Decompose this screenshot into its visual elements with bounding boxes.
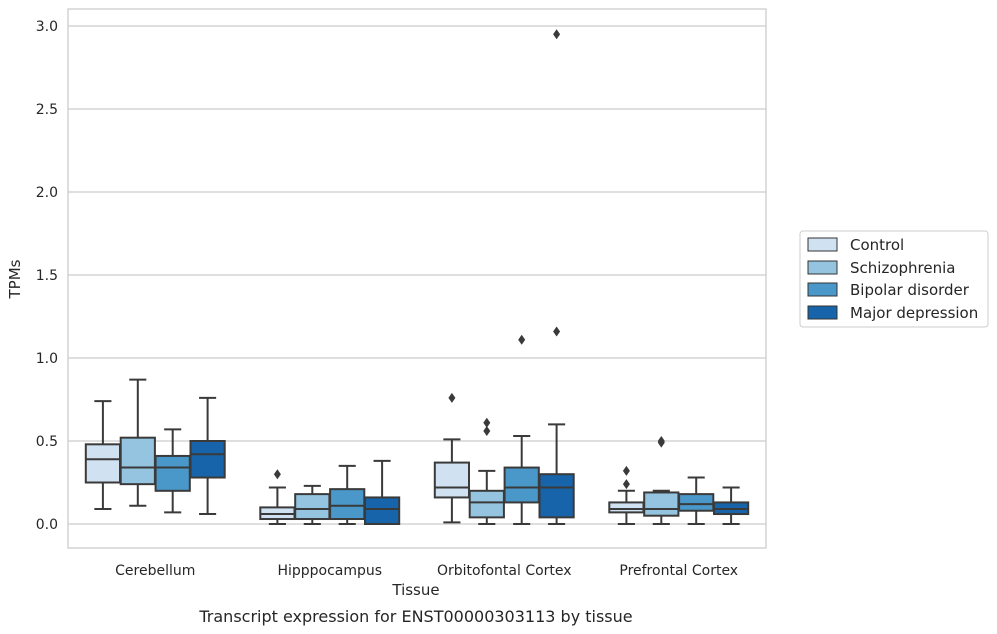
box-body xyxy=(363,496,401,526)
outlier-point xyxy=(518,334,526,345)
box-3-2 xyxy=(538,29,575,525)
outlier-point xyxy=(483,426,491,437)
x-tick-label: Orbitofontal Cortex xyxy=(437,563,572,579)
box-body xyxy=(678,493,715,512)
legend-frame xyxy=(799,230,989,328)
box-body xyxy=(294,493,331,521)
x-tick-label: Hipppocampus xyxy=(277,563,382,579)
legend-label-control: Control xyxy=(850,236,904,254)
grid-lines xyxy=(68,25,766,525)
box-body xyxy=(84,443,122,484)
box-body xyxy=(643,491,680,517)
y-tick-label: 1.0 xyxy=(36,351,58,367)
box-body xyxy=(538,473,575,519)
box-1-1 xyxy=(294,484,331,525)
outlier-point xyxy=(483,417,491,428)
x-tick-label: Prefrontal Cortex xyxy=(619,563,738,579)
outlier-point xyxy=(622,479,630,490)
y-tick-label: 2.5 xyxy=(36,102,58,118)
box-body xyxy=(329,488,366,521)
box-1-3 xyxy=(643,436,680,525)
x-tick-labels: Cerebellum Hipppocampus Orbitofontal Corte… xyxy=(115,563,738,579)
y-tick-labels: 0.0 0.5 1.0 1.5 2.0 2.5 3.0 xyxy=(36,19,58,533)
outlier-point xyxy=(273,469,281,480)
box-1-2 xyxy=(468,417,505,525)
legend-swatch-schizophrenia xyxy=(807,260,838,275)
y-tick-label: 3.0 xyxy=(36,19,58,35)
box-body xyxy=(433,461,471,499)
box-3-0 xyxy=(189,396,226,516)
box-2-2 xyxy=(503,334,540,525)
y-tick-label: 1.5 xyxy=(36,268,58,284)
y-tick-label: 0.0 xyxy=(36,517,58,533)
outlier-point xyxy=(622,465,630,476)
box-3-3 xyxy=(712,486,750,525)
y-tick-label: 2.0 xyxy=(36,185,58,201)
box-0-2 xyxy=(433,392,471,524)
box-body xyxy=(608,501,645,514)
box-body xyxy=(503,466,540,504)
y-axis-label: TPMs xyxy=(6,259,24,299)
outlier-point xyxy=(448,392,456,403)
box-3-1 xyxy=(363,459,401,526)
box-body xyxy=(119,436,156,486)
outlier-point xyxy=(657,436,665,446)
legend-label-major-depression: Major depression xyxy=(850,304,978,322)
legend-label-bipolar-disorder: Bipolar disorder xyxy=(850,281,970,299)
box-2-3 xyxy=(678,476,715,525)
plot-frame xyxy=(67,8,767,549)
box-0-1 xyxy=(259,469,296,525)
box-body xyxy=(154,454,191,492)
x-tick-label: Cerebellum xyxy=(115,563,195,579)
box-body xyxy=(189,440,226,479)
box-2-1 xyxy=(329,464,366,525)
legend-swatch-control xyxy=(807,237,838,252)
box-0-3 xyxy=(608,465,645,525)
legend: Control Schizophrenia Bipolar disorder M… xyxy=(799,230,989,328)
legend-swatch-bipolar-disorder xyxy=(807,282,838,297)
outlier-point xyxy=(553,29,561,40)
box-plots xyxy=(84,29,750,526)
outlier-point xyxy=(553,326,561,337)
chart-caption: Transcript expression for ENST0000030311… xyxy=(198,607,632,626)
box-0-0 xyxy=(84,400,122,511)
legend-swatch-major-depression xyxy=(807,305,838,320)
legend-label-schizophrenia: Schizophrenia xyxy=(850,259,955,277)
box-body xyxy=(468,489,505,519)
x-axis-label: Tissue xyxy=(391,581,439,599)
box-2-0 xyxy=(154,428,191,514)
y-tick-label: 0.5 xyxy=(36,434,58,450)
box-1-0 xyxy=(119,378,156,507)
